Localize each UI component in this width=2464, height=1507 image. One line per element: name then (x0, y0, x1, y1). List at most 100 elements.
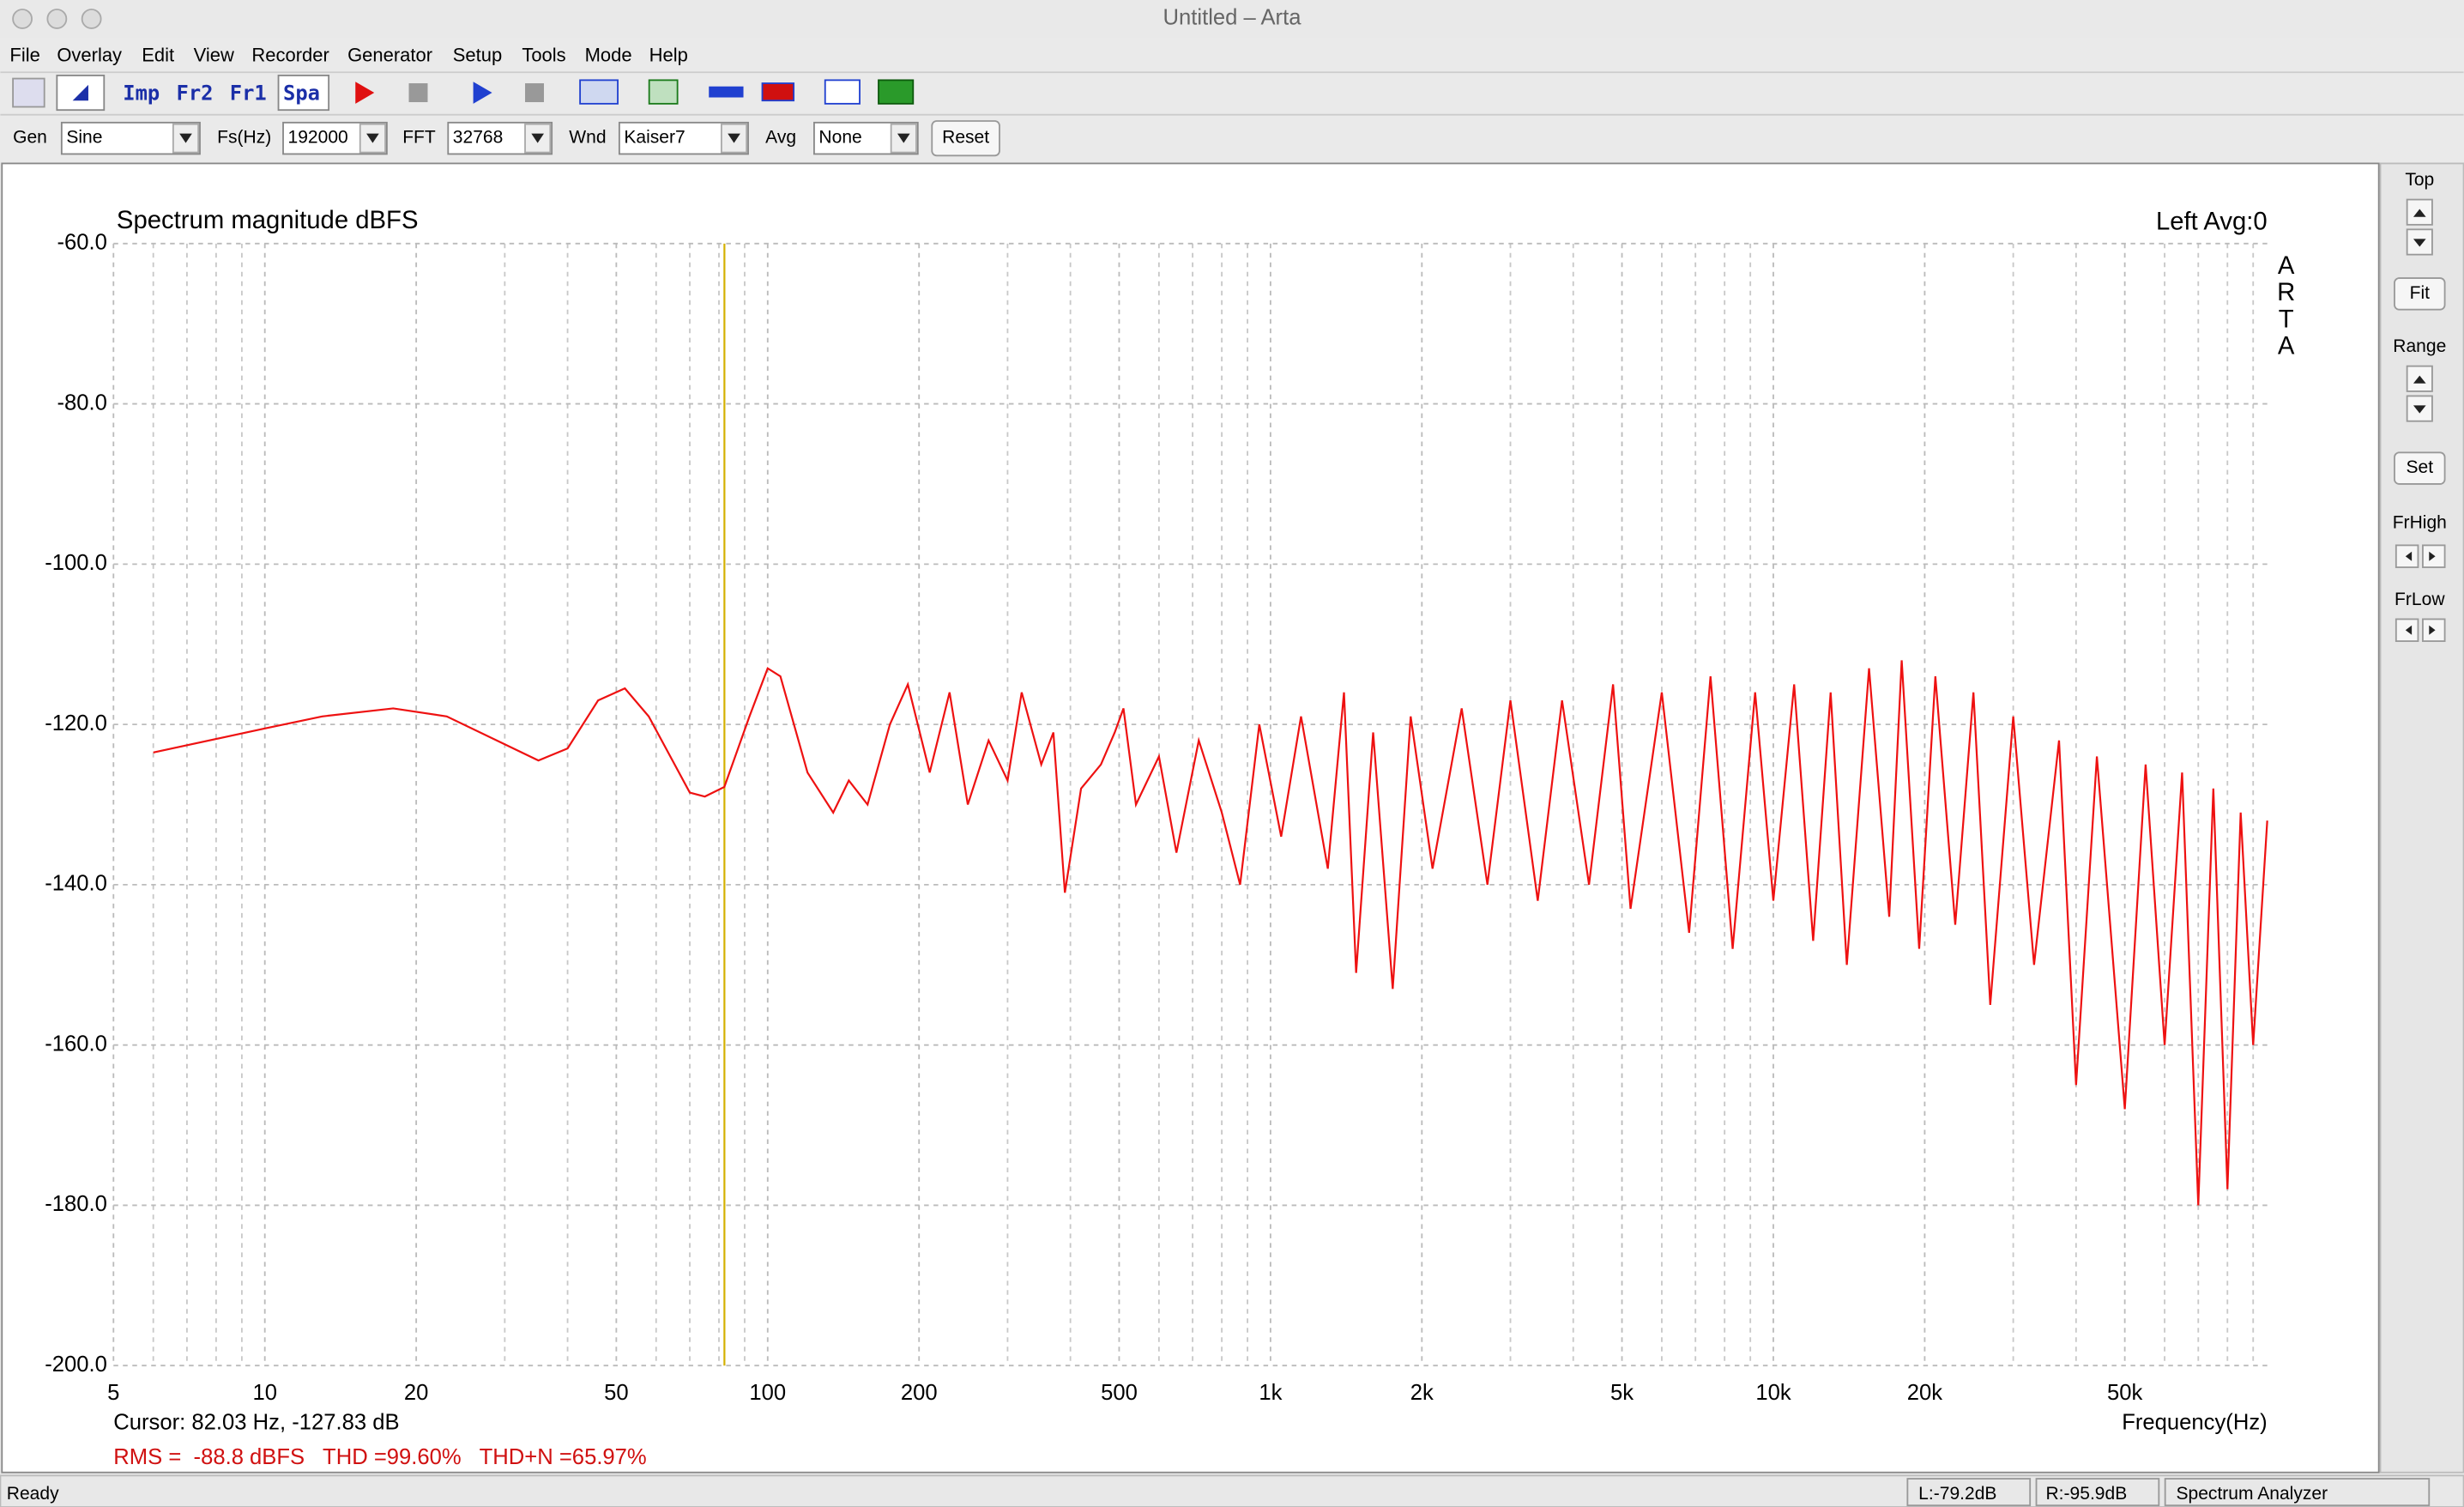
level-button[interactable] (761, 82, 795, 102)
menu-item[interactable]: Edit (142, 45, 174, 66)
probe-button[interactable] (709, 86, 744, 98)
menu-item[interactable]: Recorder (251, 45, 329, 66)
x-tick-label: 2k (1410, 1381, 1434, 1405)
y-tick-label: -200.0 (45, 1353, 107, 1377)
nudge-button[interactable] (2395, 544, 2419, 568)
side-label: FrLow (2395, 590, 2445, 609)
menu-item[interactable]: Tools (522, 45, 565, 66)
mode-button[interactable]: Imp (123, 81, 160, 105)
x-tick-label: 10k (1755, 1381, 1791, 1405)
scope-button[interactable] (824, 79, 861, 105)
record-button[interactable] (355, 82, 375, 104)
spectrum-line (153, 660, 2268, 1206)
menu-item[interactable]: Generator (347, 45, 432, 66)
spin-arrow (2413, 405, 2426, 414)
x-tick-label: 100 (749, 1381, 786, 1405)
dropdown-arrow (897, 133, 910, 143)
y-tick-label: -80.0 (57, 390, 107, 415)
stop-button[interactable] (408, 83, 428, 103)
x-axis-label: Frequency(Hz) (2122, 1411, 2267, 1435)
nudge-arrow (2405, 551, 2413, 561)
side-label: Set (2406, 457, 2433, 477)
dropdown-value: Sine (66, 128, 102, 148)
chart-panel (1, 162, 2380, 1474)
nudge-arrow (2429, 551, 2436, 561)
dropdown-arrow (179, 133, 192, 143)
y-tick-label: -60.0 (57, 231, 107, 255)
stop-gen-button[interactable] (525, 83, 544, 103)
menu-item[interactable]: View (194, 45, 234, 66)
play-button[interactable] (473, 82, 492, 104)
x-tick-label: 200 (901, 1381, 938, 1405)
nudge-arrow (2405, 625, 2413, 635)
spin-arrow (2413, 375, 2426, 384)
minimize-button[interactable] (46, 9, 68, 29)
menu-item[interactable]: Setup (453, 45, 502, 66)
channel-info: Left Avg:0 (2156, 208, 2268, 236)
x-tick-label: 5k (1610, 1381, 1634, 1405)
control-label: Avg (765, 128, 796, 148)
abc-button[interactable] (579, 79, 619, 105)
y-tick-label: -140.0 (45, 872, 107, 896)
menu-bar: File Overlay Edit View Recorder Generator Setu… (9, 45, 687, 66)
status-field (2164, 1478, 2431, 1507)
y-tick-label: -120.0 (45, 711, 107, 735)
scope2-button[interactable] (878, 79, 915, 105)
close-button[interactable] (12, 9, 33, 29)
x-tick-label: 50k (2107, 1381, 2143, 1405)
nudge-arrow (2429, 625, 2436, 635)
new-button[interactable] (12, 77, 45, 108)
y-tick-label: -100.0 (45, 551, 107, 575)
side-panel (2379, 162, 2464, 1474)
side-button[interactable] (2394, 277, 2446, 311)
y-tick-label: -180.0 (45, 1192, 107, 1216)
reset-label: Reset (942, 128, 989, 148)
menu-item[interactable]: Overlay (57, 45, 122, 66)
controls-bar: Gen Sine Fs(Hz) 192000 FFT 32768 Wnd Kaiser7 Avg… (13, 121, 919, 155)
mode-button[interactable]: Spa (283, 81, 320, 105)
control-label: Wnd (569, 128, 606, 148)
dropdown-arrow (728, 133, 740, 143)
status-field (2035, 1478, 2160, 1507)
x-tick-label: 50 (604, 1381, 629, 1405)
dropdown-arrow (531, 133, 544, 143)
title-bar (0, 0, 2464, 38)
status-text: Spectrum Analyzer (2176, 1484, 2328, 1504)
dropdown-value: 32768 (453, 128, 504, 148)
spin-arrow (2413, 209, 2426, 217)
side-label: Fit (2410, 283, 2431, 303)
menu-item[interactable]: Mode (585, 45, 632, 66)
control-label: Gen (13, 128, 47, 148)
meter-button[interactable] (648, 79, 679, 105)
x-tick-label: 500 (1101, 1381, 1138, 1405)
nudge-button[interactable] (2395, 618, 2419, 642)
menu-item[interactable]: File (9, 45, 39, 66)
status-text: R:-95.9dB (2045, 1484, 2127, 1504)
stats-readout: RMS = -88.8 dBFS THD =99.60% THD+N =65.9… (113, 1445, 646, 1469)
toolbar: Imp Fr2 Fr1 Spa (12, 74, 915, 112)
mode-button-active[interactable] (277, 74, 330, 112)
side-button[interactable] (2394, 451, 2446, 485)
nudge-button[interactable] (2422, 618, 2446, 642)
status-field (1906, 1478, 2032, 1507)
menu-item[interactable]: Help (649, 45, 688, 66)
spin-arrow (2413, 239, 2426, 247)
mode-button[interactable]: Fr1 (230, 81, 267, 105)
zoom-button[interactable] (81, 9, 102, 29)
cursor-readout: Cursor: 82.03 Hz, -127.83 dB (113, 1411, 399, 1435)
x-tick-label: 20 (404, 1381, 429, 1405)
window-title: Untitled – Arta (1163, 6, 1302, 30)
control-label: Fs(Hz) (217, 128, 271, 148)
reset-button[interactable] (931, 120, 1000, 157)
status-text: L:-79.2dB (1918, 1484, 1996, 1504)
side-label: Top (2405, 170, 2434, 190)
control-label: FFT (402, 128, 436, 148)
mode-button[interactable]: Fr2 (177, 81, 214, 105)
chart-title: Spectrum magnitude dBFS (117, 206, 419, 234)
dropdown-value: 192000 (288, 128, 348, 148)
dropdown-value: Kaiser7 (624, 128, 685, 148)
status-text: Ready (7, 1484, 59, 1504)
